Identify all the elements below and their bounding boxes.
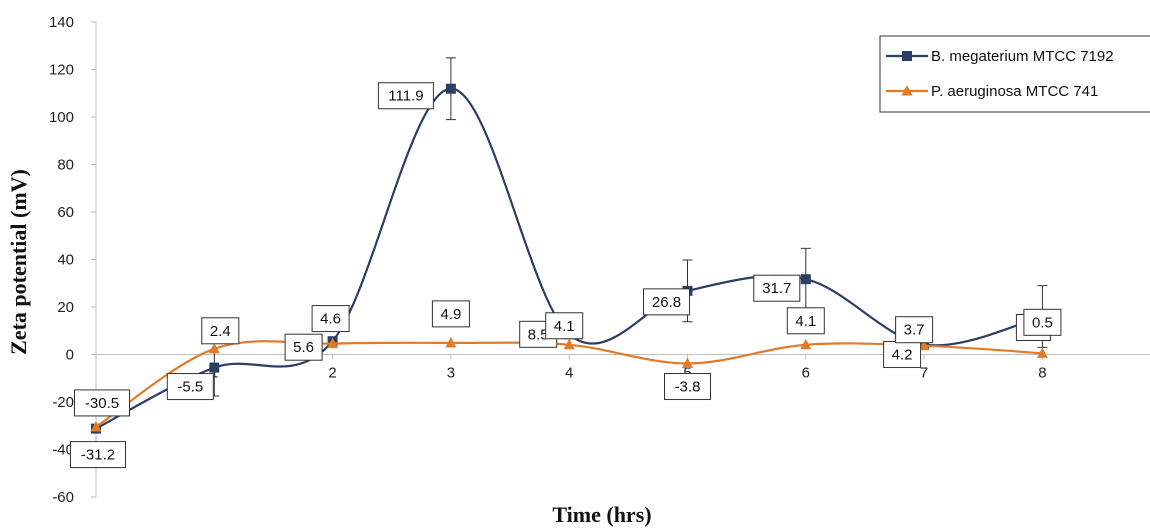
data-label: -30.5 bbox=[74, 389, 130, 417]
y-tick-label: 60 bbox=[57, 204, 74, 221]
data-label-text: 26.8 bbox=[652, 294, 681, 311]
y-tick-label: 0 bbox=[66, 347, 74, 364]
data-label-text: -3.8 bbox=[675, 379, 701, 396]
data-label-box bbox=[284, 333, 323, 361]
data-label: -3.8 bbox=[664, 373, 711, 401]
data-point-marker bbox=[1036, 347, 1048, 358]
data-point-marker bbox=[209, 362, 220, 373]
data-label-text: 4.6 bbox=[320, 311, 341, 328]
data-label-text: 111.9 bbox=[388, 88, 423, 105]
data-label: 4.6 bbox=[311, 305, 350, 333]
data-label-text: 4.1 bbox=[554, 318, 575, 335]
data-label: 111.9 bbox=[377, 82, 434, 110]
legend-entry-1: B. megaterium MTCC 7192 bbox=[886, 48, 1114, 65]
data-label-box bbox=[643, 288, 690, 316]
x-tick-label: 8 bbox=[1038, 365, 1046, 382]
data-label: 2.4 bbox=[201, 317, 240, 345]
legend-marker bbox=[901, 85, 913, 96]
y-tick-label: 140 bbox=[49, 14, 74, 31]
data-label: 4.1 bbox=[545, 312, 584, 340]
x-tick-label: 6 bbox=[802, 365, 810, 382]
data-label: 26.8 bbox=[643, 288, 690, 316]
data-label-box bbox=[664, 373, 711, 401]
data-label-text: 0.5 bbox=[1032, 314, 1053, 331]
y-tick-label: 20 bbox=[57, 299, 74, 316]
y-tick-label: -20 bbox=[52, 394, 74, 411]
data-point-marker bbox=[800, 338, 812, 350]
legend-entry-2: P. aeruginosa MTCC 741 bbox=[886, 83, 1098, 100]
data-point-marker bbox=[563, 338, 575, 350]
data-label: 4.2 bbox=[883, 341, 922, 369]
data-label-text: 8.5 bbox=[528, 326, 549, 343]
x-tick-label: 2 bbox=[328, 365, 336, 382]
data-label-box bbox=[311, 305, 350, 333]
data-label: 5.6 bbox=[284, 333, 323, 361]
data-point-marker bbox=[327, 337, 339, 349]
data-label-box bbox=[895, 316, 934, 344]
data-label: 4.1 bbox=[786, 307, 825, 335]
data-point-marker bbox=[445, 336, 457, 348]
y-tick-label: 80 bbox=[57, 157, 74, 174]
x-tick-label: 3 bbox=[447, 365, 455, 382]
data-label-box bbox=[1023, 308, 1062, 336]
data-label: 31.7 bbox=[753, 274, 801, 302]
data-label-box bbox=[377, 82, 434, 110]
y-tick-label: 120 bbox=[49, 62, 74, 79]
legend-marker bbox=[902, 51, 912, 61]
y-tick-label: 40 bbox=[57, 252, 74, 269]
data-label-box bbox=[70, 441, 126, 469]
data-point-marker bbox=[682, 357, 693, 369]
x-tick-label: 7 bbox=[920, 365, 928, 382]
data-label-box bbox=[545, 312, 584, 340]
series-2 bbox=[90, 336, 1048, 432]
y-tick-label: 100 bbox=[49, 109, 74, 126]
y-axis-title: Zeta potential (mV) bbox=[6, 169, 31, 355]
data-label-text: 4.9 bbox=[440, 306, 461, 323]
data-label-box bbox=[74, 389, 130, 417]
data-label: 0.5 bbox=[1023, 308, 1062, 336]
x-tick-label: 5 bbox=[683, 365, 691, 382]
data-label-text: 5.6 bbox=[293, 339, 314, 356]
x-tick-label: 4 bbox=[565, 365, 573, 382]
data-label-text: 3.7 bbox=[904, 322, 925, 339]
legend-label: P. aeruginosa MTCC 741 bbox=[931, 83, 1098, 100]
data-point-marker bbox=[208, 342, 220, 354]
data-label-box bbox=[166, 373, 214, 401]
legend-label: B. megaterium MTCC 7192 bbox=[931, 48, 1114, 65]
data-label-box bbox=[431, 300, 470, 328]
y-tick-label: -40 bbox=[52, 442, 74, 459]
data-label-box bbox=[786, 307, 825, 335]
data-point-marker bbox=[918, 339, 930, 351]
legend-box bbox=[879, 35, 1150, 113]
data-label: 3.7 bbox=[895, 316, 934, 344]
data-label: -5.5 bbox=[166, 373, 214, 401]
data-point-marker bbox=[90, 420, 102, 432]
data-label: 4.9 bbox=[431, 300, 470, 328]
legend: B. megaterium MTCC 7192 P. aeruginosa MTC… bbox=[879, 35, 1150, 113]
data-label-text: 4.1 bbox=[795, 313, 816, 330]
data-label-text: 31.7 bbox=[762, 280, 791, 297]
data-label: -31.2 bbox=[70, 441, 126, 469]
data-labels: -31.2-5.55.6111.98.526.831.74.216-30.52.… bbox=[70, 82, 1062, 469]
series-line bbox=[95, 87, 1043, 430]
y-tick-label: -60 bbox=[52, 489, 74, 506]
data-label-text: 2.4 bbox=[210, 323, 231, 340]
data-label-text: -5.5 bbox=[177, 379, 203, 396]
data-point-marker bbox=[800, 274, 811, 285]
data-point-marker bbox=[445, 83, 456, 94]
data-label-text: -30.5 bbox=[85, 395, 119, 412]
data-label-text: 4.2 bbox=[892, 347, 913, 364]
data-label-box bbox=[883, 341, 922, 369]
data-label-box bbox=[753, 274, 801, 302]
data-label-box bbox=[201, 317, 240, 345]
data-label-text: -31.2 bbox=[81, 447, 115, 464]
x-axis-title: Time (hrs) bbox=[552, 502, 651, 527]
